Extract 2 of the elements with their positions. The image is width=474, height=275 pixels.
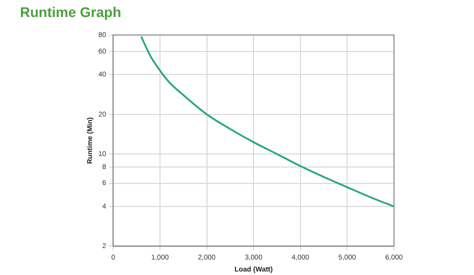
line-series [140, 36, 394, 208]
chart-title: Runtime Graph [20, 4, 122, 20]
